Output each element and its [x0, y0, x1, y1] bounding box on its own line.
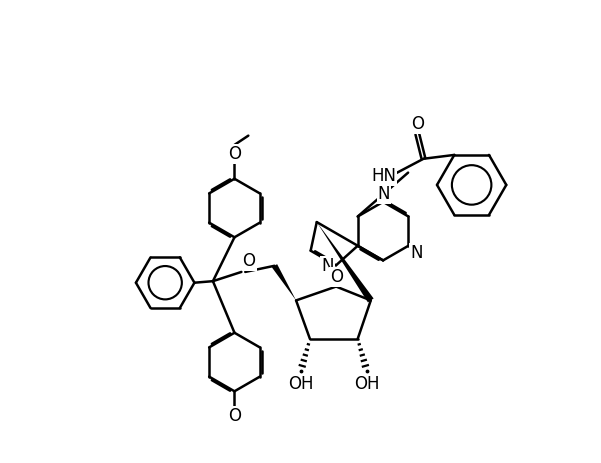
Text: OH: OH — [288, 375, 314, 394]
Text: N: N — [322, 257, 334, 275]
Text: OH: OH — [354, 375, 380, 394]
Text: O: O — [228, 407, 241, 425]
Text: O: O — [228, 145, 241, 163]
Text: N: N — [377, 185, 390, 203]
Text: O: O — [331, 269, 343, 286]
Text: O: O — [243, 252, 255, 270]
Text: HN: HN — [371, 167, 396, 185]
Text: O: O — [411, 115, 424, 133]
Polygon shape — [272, 264, 296, 300]
Text: N: N — [410, 244, 423, 262]
Polygon shape — [317, 222, 374, 302]
